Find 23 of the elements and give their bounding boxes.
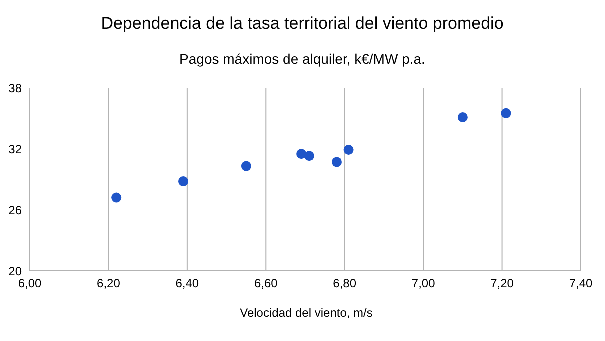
point bbox=[501, 108, 512, 118]
x-tick-label: 6,80 bbox=[333, 276, 357, 291]
point bbox=[304, 151, 314, 162]
point bbox=[178, 176, 188, 187]
x-axis-title: Velocidad del viento, m/s bbox=[239, 306, 374, 320]
x-tick-label: 6,40 bbox=[176, 276, 200, 291]
x-tick-label: 6,60 bbox=[254, 276, 278, 291]
y-tick-label: 20 bbox=[8, 264, 22, 278]
y-tick-label: 38 bbox=[8, 81, 22, 96]
y-tick-label: 32 bbox=[8, 142, 22, 156]
point bbox=[344, 145, 354, 156]
x-tick-label: 6,20 bbox=[97, 276, 121, 291]
point bbox=[458, 112, 468, 122]
point bbox=[112, 192, 122, 203]
point bbox=[241, 161, 252, 172]
y-tick-label: 26 bbox=[8, 203, 22, 218]
x-tick-label: 7,40 bbox=[569, 276, 593, 291]
point bbox=[332, 157, 342, 168]
chart-title: Dependencia de la tasa territorial del viento promedio bbox=[100, 14, 505, 34]
x-tick-label: 7,20 bbox=[490, 276, 514, 291]
chart-subtitle: Pagos máximos de alquiler, k€/MW p.a. bbox=[178, 51, 426, 67]
x-tick-label: 6,00 bbox=[18, 276, 42, 291]
x-tick-label: 7,00 bbox=[412, 276, 436, 291]
